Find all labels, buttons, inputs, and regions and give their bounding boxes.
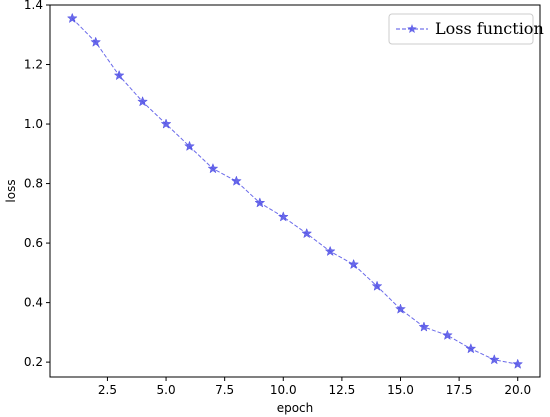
x-tick-label: 15.0 — [387, 383, 414, 397]
data-point-star-icon — [324, 245, 336, 257]
x-tick-label: 5.0 — [157, 383, 176, 397]
x-tick-label: 20.0 — [504, 383, 531, 397]
data-point-star-icon — [277, 211, 289, 222]
data-point-star-icon — [90, 36, 102, 47]
data-point-star-icon — [113, 69, 125, 81]
y-tick-label: 0.2 — [24, 355, 43, 369]
y-axis-label: loss — [4, 179, 18, 202]
series-line-loss-function — [71, 18, 518, 365]
data-point-star-icon — [207, 162, 219, 174]
data-point-star-icon — [371, 280, 383, 291]
y-tick-label: 0.8 — [24, 177, 43, 191]
legend: Loss function — [388, 13, 544, 45]
y-tick-label: 0.6 — [24, 236, 43, 250]
x-tick-label: 12.5 — [329, 383, 356, 397]
y-tick-label: 0.4 — [24, 296, 43, 310]
series-layer — [66, 12, 524, 369]
data-point-star-icon — [512, 358, 524, 369]
plot-area-frame — [49, 4, 541, 378]
data-point-star-icon — [137, 96, 149, 107]
x-tick-label: 7.5 — [215, 383, 234, 397]
y-tick-label: 1.4 — [24, 0, 43, 12]
x-tick-label: 2.5 — [98, 383, 117, 397]
x-axis-ticks: 2.5 5.0 7.5 10.0 12.5 15.0 17.5 20.0 — [98, 377, 531, 397]
data-point-star-icon — [301, 227, 313, 239]
data-point-star-icon — [254, 197, 266, 208]
data-point-star-icon — [160, 118, 172, 129]
data-point-star-icon — [348, 258, 360, 270]
data-point-star-icon — [230, 175, 242, 186]
x-tick-label: 17.5 — [446, 383, 473, 397]
y-tick-label: 1.2 — [24, 58, 43, 72]
data-point-star-icon — [465, 343, 477, 354]
data-point-star-icon — [441, 329, 453, 340]
data-point-star-icon — [66, 12, 78, 24]
data-point-star-icon — [418, 321, 430, 332]
data-point-star-icon — [395, 303, 406, 314]
y-axis-ticks: 0.2 0.4 0.6 0.8 1.0 1.2 1.4 — [24, 0, 50, 369]
legend-entry-label: Loss function — [435, 19, 544, 38]
x-tick-label: 10.0 — [270, 383, 297, 397]
data-point-star-icon — [184, 140, 195, 151]
data-point-star-icon — [488, 354, 500, 365]
legend-box — [388, 13, 534, 45]
x-axis-label: epoch — [277, 401, 314, 415]
y-tick-label: 1.0 — [24, 117, 43, 131]
legend-star-marker-icon — [407, 24, 417, 34]
